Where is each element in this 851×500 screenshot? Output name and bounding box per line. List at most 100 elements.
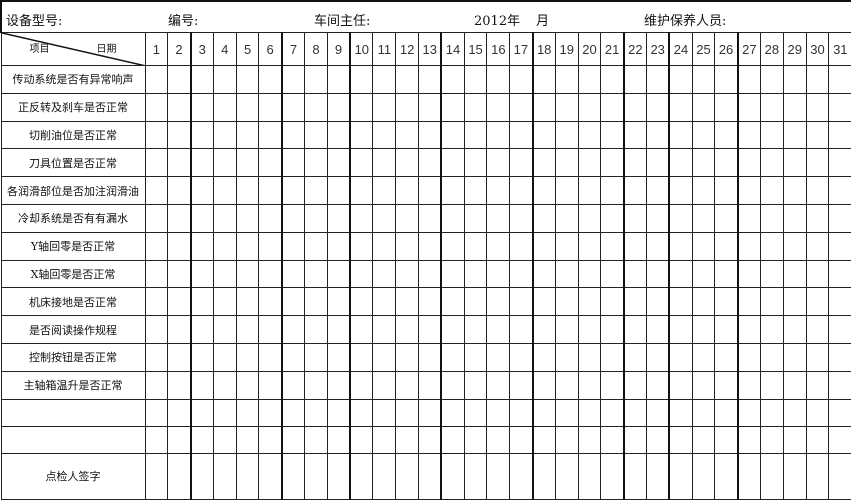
check-cell[interactable] bbox=[668, 398, 693, 427]
check-cell[interactable] bbox=[554, 315, 579, 344]
check-cell[interactable] bbox=[622, 370, 648, 400]
check-cell[interactable] bbox=[212, 398, 237, 427]
check-cell[interactable] bbox=[258, 259, 283, 289]
check-cell[interactable] bbox=[577, 287, 602, 317]
check-cell[interactable] bbox=[668, 65, 693, 94]
check-cell[interactable] bbox=[212, 342, 237, 372]
check-cell[interactable] bbox=[167, 342, 192, 372]
check-cell[interactable] bbox=[167, 398, 192, 427]
check-cell[interactable] bbox=[486, 425, 511, 454]
check-cell[interactable] bbox=[531, 92, 556, 122]
check-cell[interactable] bbox=[668, 452, 693, 500]
check-cell[interactable] bbox=[372, 398, 397, 427]
check-cell[interactable] bbox=[668, 231, 693, 261]
check-cell[interactable] bbox=[509, 398, 534, 427]
check-cell[interactable] bbox=[304, 148, 328, 178]
check-cell[interactable] bbox=[212, 120, 237, 150]
check-cell[interactable] bbox=[418, 65, 442, 94]
check-cell[interactable] bbox=[509, 65, 534, 94]
check-cell[interactable] bbox=[828, 342, 851, 372]
check-cell[interactable] bbox=[782, 425, 807, 454]
check-cell[interactable] bbox=[531, 287, 556, 317]
check-cell[interactable] bbox=[326, 259, 351, 289]
check-cell[interactable] bbox=[509, 231, 534, 261]
check-cell[interactable] bbox=[509, 92, 534, 122]
check-cell[interactable] bbox=[304, 398, 328, 427]
check-cell[interactable] bbox=[486, 370, 511, 400]
check-cell[interactable] bbox=[782, 398, 807, 427]
check-cell[interactable] bbox=[760, 176, 784, 205]
check-cell[interactable] bbox=[189, 370, 214, 400]
check-cell[interactable] bbox=[760, 287, 784, 317]
check-cell[interactable] bbox=[326, 315, 351, 344]
check-cell[interactable] bbox=[622, 315, 648, 344]
check-cell[interactable] bbox=[395, 315, 420, 344]
check-cell[interactable] bbox=[668, 120, 693, 150]
check-cell[interactable] bbox=[554, 120, 579, 150]
check-cell[interactable] bbox=[189, 342, 214, 372]
check-cell[interactable] bbox=[577, 398, 602, 427]
check-cell[interactable] bbox=[258, 176, 283, 205]
check-cell[interactable] bbox=[463, 425, 488, 454]
check-cell[interactable] bbox=[646, 452, 670, 500]
check-cell[interactable] bbox=[782, 176, 807, 205]
check-cell[interactable] bbox=[828, 176, 851, 205]
check-cell[interactable] bbox=[600, 259, 625, 289]
check-cell[interactable] bbox=[531, 203, 556, 233]
check-cell[interactable] bbox=[280, 370, 306, 400]
check-cell[interactable] bbox=[440, 65, 465, 94]
check-cell[interactable] bbox=[212, 259, 237, 289]
check-cell[interactable] bbox=[463, 259, 488, 289]
check-cell[interactable] bbox=[326, 287, 351, 317]
check-cell[interactable] bbox=[668, 287, 693, 317]
check-cell[interactable] bbox=[304, 176, 328, 205]
check-cell[interactable] bbox=[486, 342, 511, 372]
check-cell[interactable] bbox=[372, 148, 397, 178]
check-cell[interactable] bbox=[600, 342, 625, 372]
check-cell[interactable] bbox=[280, 259, 306, 289]
check-cell[interactable] bbox=[805, 452, 830, 500]
check-cell[interactable] bbox=[577, 452, 602, 500]
check-cell[interactable] bbox=[760, 203, 784, 233]
check-cell[interactable] bbox=[760, 259, 784, 289]
check-cell[interactable] bbox=[782, 148, 807, 178]
check-cell[interactable] bbox=[440, 92, 465, 122]
check-cell[interactable] bbox=[418, 425, 442, 454]
check-cell[interactable] bbox=[440, 287, 465, 317]
check-cell[interactable] bbox=[418, 342, 442, 372]
check-cell[interactable] bbox=[828, 370, 851, 400]
check-cell[interactable] bbox=[736, 342, 762, 372]
check-cell[interactable] bbox=[646, 231, 670, 261]
check-cell[interactable] bbox=[372, 231, 397, 261]
check-cell[interactable] bbox=[531, 259, 556, 289]
check-cell[interactable] bbox=[189, 92, 214, 122]
check-cell[interactable] bbox=[531, 452, 556, 500]
check-cell[interactable] bbox=[509, 452, 534, 500]
check-cell[interactable] bbox=[144, 259, 169, 289]
check-cell[interactable] bbox=[440, 120, 465, 150]
check-cell[interactable] bbox=[577, 231, 602, 261]
check-cell[interactable] bbox=[326, 148, 351, 178]
check-cell[interactable] bbox=[691, 398, 716, 427]
check-cell[interactable] bbox=[326, 176, 351, 205]
check-cell[interactable] bbox=[577, 148, 602, 178]
check-cell[interactable] bbox=[691, 452, 716, 500]
check-cell[interactable] bbox=[760, 370, 784, 400]
check-cell[interactable] bbox=[805, 120, 830, 150]
check-cell[interactable] bbox=[509, 287, 534, 317]
check-cell[interactable] bbox=[167, 176, 192, 205]
check-cell[interactable] bbox=[326, 231, 351, 261]
check-cell[interactable] bbox=[189, 315, 214, 344]
check-cell[interactable] bbox=[144, 287, 169, 317]
check-cell[interactable] bbox=[577, 259, 602, 289]
check-cell[interactable] bbox=[395, 259, 420, 289]
check-cell[interactable] bbox=[189, 287, 214, 317]
check-cell[interactable] bbox=[189, 203, 214, 233]
check-cell[interactable] bbox=[714, 287, 739, 317]
check-cell[interactable] bbox=[577, 315, 602, 344]
check-cell[interactable] bbox=[760, 92, 784, 122]
check-cell[interactable] bbox=[714, 342, 739, 372]
check-cell[interactable] bbox=[622, 203, 648, 233]
check-cell[interactable] bbox=[235, 120, 260, 150]
check-cell[interactable] bbox=[554, 65, 579, 94]
